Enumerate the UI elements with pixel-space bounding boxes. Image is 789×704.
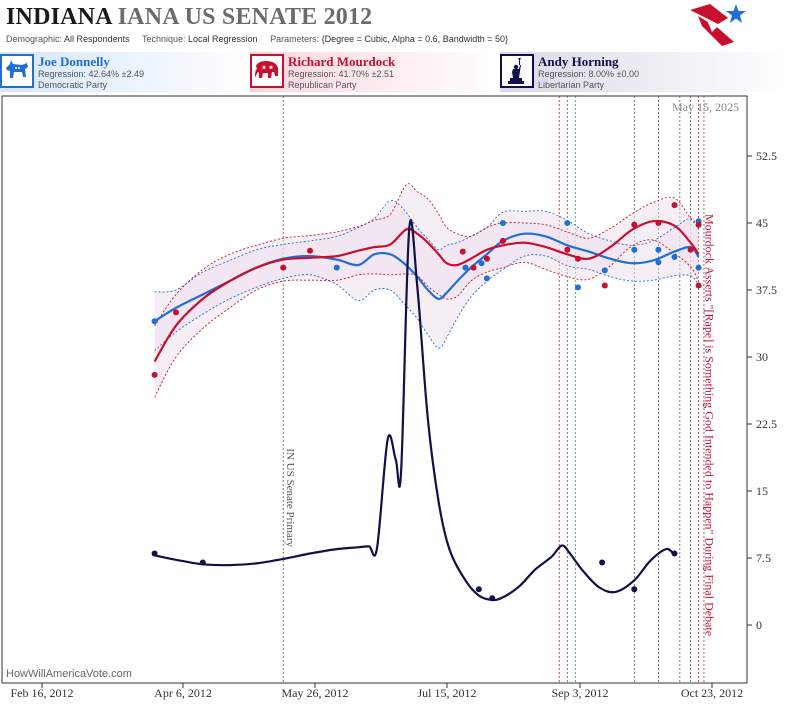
legend-item-mourdock[interactable]: Richard Mourdock Regression: 41.70% ±2.5… (250, 52, 500, 92)
y-tick-label: 7.5 (756, 551, 771, 565)
x-tick-label: May 26, 2012 (282, 686, 349, 700)
legend-item-donnelly[interactable]: Joe Donnelly Regression: 42.64% ±2.49 De… (0, 52, 250, 92)
data-point (695, 264, 702, 271)
demographic-label: Demographic: (6, 34, 63, 44)
x-tick-label: Oct 23, 2012 (681, 686, 743, 700)
series-line-1 (153, 219, 700, 363)
data-point (671, 550, 678, 557)
data-point (499, 237, 506, 244)
x-tick-label: Apr 6, 2012 (154, 686, 212, 700)
donkey-icon (0, 54, 34, 88)
band-lower-1 (154, 239, 699, 398)
candidate-name: Andy Horning (538, 54, 619, 69)
data-point (695, 282, 702, 289)
data-point (601, 267, 608, 274)
title-race: IANA US SENATE 2012 (117, 4, 373, 30)
watermark: HowWillAmericaVote.com (6, 668, 132, 680)
data-point (475, 586, 482, 593)
x-tick-label: Sep 3, 2012 (552, 686, 609, 700)
y-tick-label: 0 (756, 618, 762, 632)
data-point (499, 220, 506, 226)
y-tick-label: 15 (756, 484, 768, 498)
data-point (655, 259, 662, 266)
data-point (483, 275, 490, 282)
series-line-2 (154, 219, 676, 602)
data-point (575, 255, 581, 262)
date-stamp: May 15, 2025 (672, 100, 739, 114)
data-point (478, 260, 485, 267)
x-tick-label: Jul 15, 2012 (417, 686, 476, 700)
data-point (307, 247, 313, 254)
page-title: INDIANA IANA US SENATE 2012 (6, 4, 372, 31)
y-tick-label: 52.5 (756, 149, 777, 163)
data-point (173, 309, 179, 316)
data-point (151, 318, 158, 325)
data-point (564, 246, 571, 253)
statue-of-liberty-icon (500, 54, 534, 88)
candidate-name: Richard Mourdock (288, 54, 396, 69)
confidence-band-1 (154, 184, 699, 398)
data-point (599, 559, 606, 566)
chart-area: 52.5 45 37.5 30 22.5 15 7.5 0 Feb 16, 2012 Apr 6,… (1, 95, 777, 700)
candidate-regression: Regression: 41.70% ±2.51 (288, 69, 395, 79)
candidate-party: Democratic Party (38, 80, 108, 90)
candidate-party: Libertarian Party (538, 80, 605, 90)
legend-item-horning[interactable]: Andy Horning Regression: 8.00% ±0.00 Lib… (500, 52, 789, 92)
plot-frame (1, 95, 748, 684)
event-label-debate: Mourdock Asserts "[Rape] is Something Go… (703, 214, 717, 636)
title-state: INDIANA (6, 4, 112, 30)
y-tick-label: 22.5 (756, 417, 777, 431)
data-point (280, 264, 287, 271)
elephant-icon (250, 54, 284, 88)
band-upper-0 (154, 200, 699, 293)
data-point (631, 221, 638, 228)
data-point (151, 550, 158, 557)
data-point (483, 255, 490, 262)
candidate-party: Republican Party (288, 80, 357, 90)
candidate-legend: Joe Donnelly Regression: 42.64% ±2.49 De… (0, 52, 789, 92)
header: INDIANA IANA US SENATE 2012 Demographic:… (0, 0, 789, 50)
data-point (151, 371, 158, 378)
data-point (199, 559, 206, 566)
event-label-primary: IN US Senate Primary (284, 448, 296, 547)
data-point (655, 220, 662, 226)
band-upper-1 (154, 183, 699, 326)
data-point (631, 246, 638, 253)
data-point (470, 264, 477, 271)
y-tick-label: 37.5 (756, 283, 777, 297)
data-point (575, 284, 581, 291)
demographic-value: All Respondents (64, 34, 130, 44)
x-tick-label: Feb 16, 2012 (11, 686, 74, 700)
parameters-bar: Demographic: All Respondents Technique: … (6, 34, 508, 44)
candidate-name: Joe Donnelly (38, 54, 110, 69)
technique-value: Local Regression (188, 34, 258, 44)
y-tick-label: 45 (756, 216, 768, 230)
band-lower-0 (154, 254, 699, 352)
site-logo-icon (690, 4, 746, 46)
data-point (564, 220, 571, 226)
data-point (671, 202, 678, 209)
data-point (687, 246, 694, 253)
data-point (601, 282, 608, 289)
data-point (459, 248, 466, 255)
technique-label: Technique: (141, 34, 186, 44)
data-point (671, 253, 678, 260)
data-point (655, 246, 662, 253)
data-point (462, 264, 469, 271)
y-tick-label: 30 (756, 350, 768, 364)
data-point (631, 586, 638, 593)
parameters-value: {Degree = Cubic, Alpha = 0.6, Bandwidth … (321, 34, 508, 44)
parameters-label: Parameters: (270, 34, 320, 44)
data-point (695, 221, 702, 228)
candidate-regression: Regression: 42.64% ±2.49 (38, 69, 145, 79)
candidate-regression: Regression: 8.00% ±0.00 (538, 69, 639, 79)
data-point (333, 264, 340, 271)
data-point (489, 595, 496, 602)
